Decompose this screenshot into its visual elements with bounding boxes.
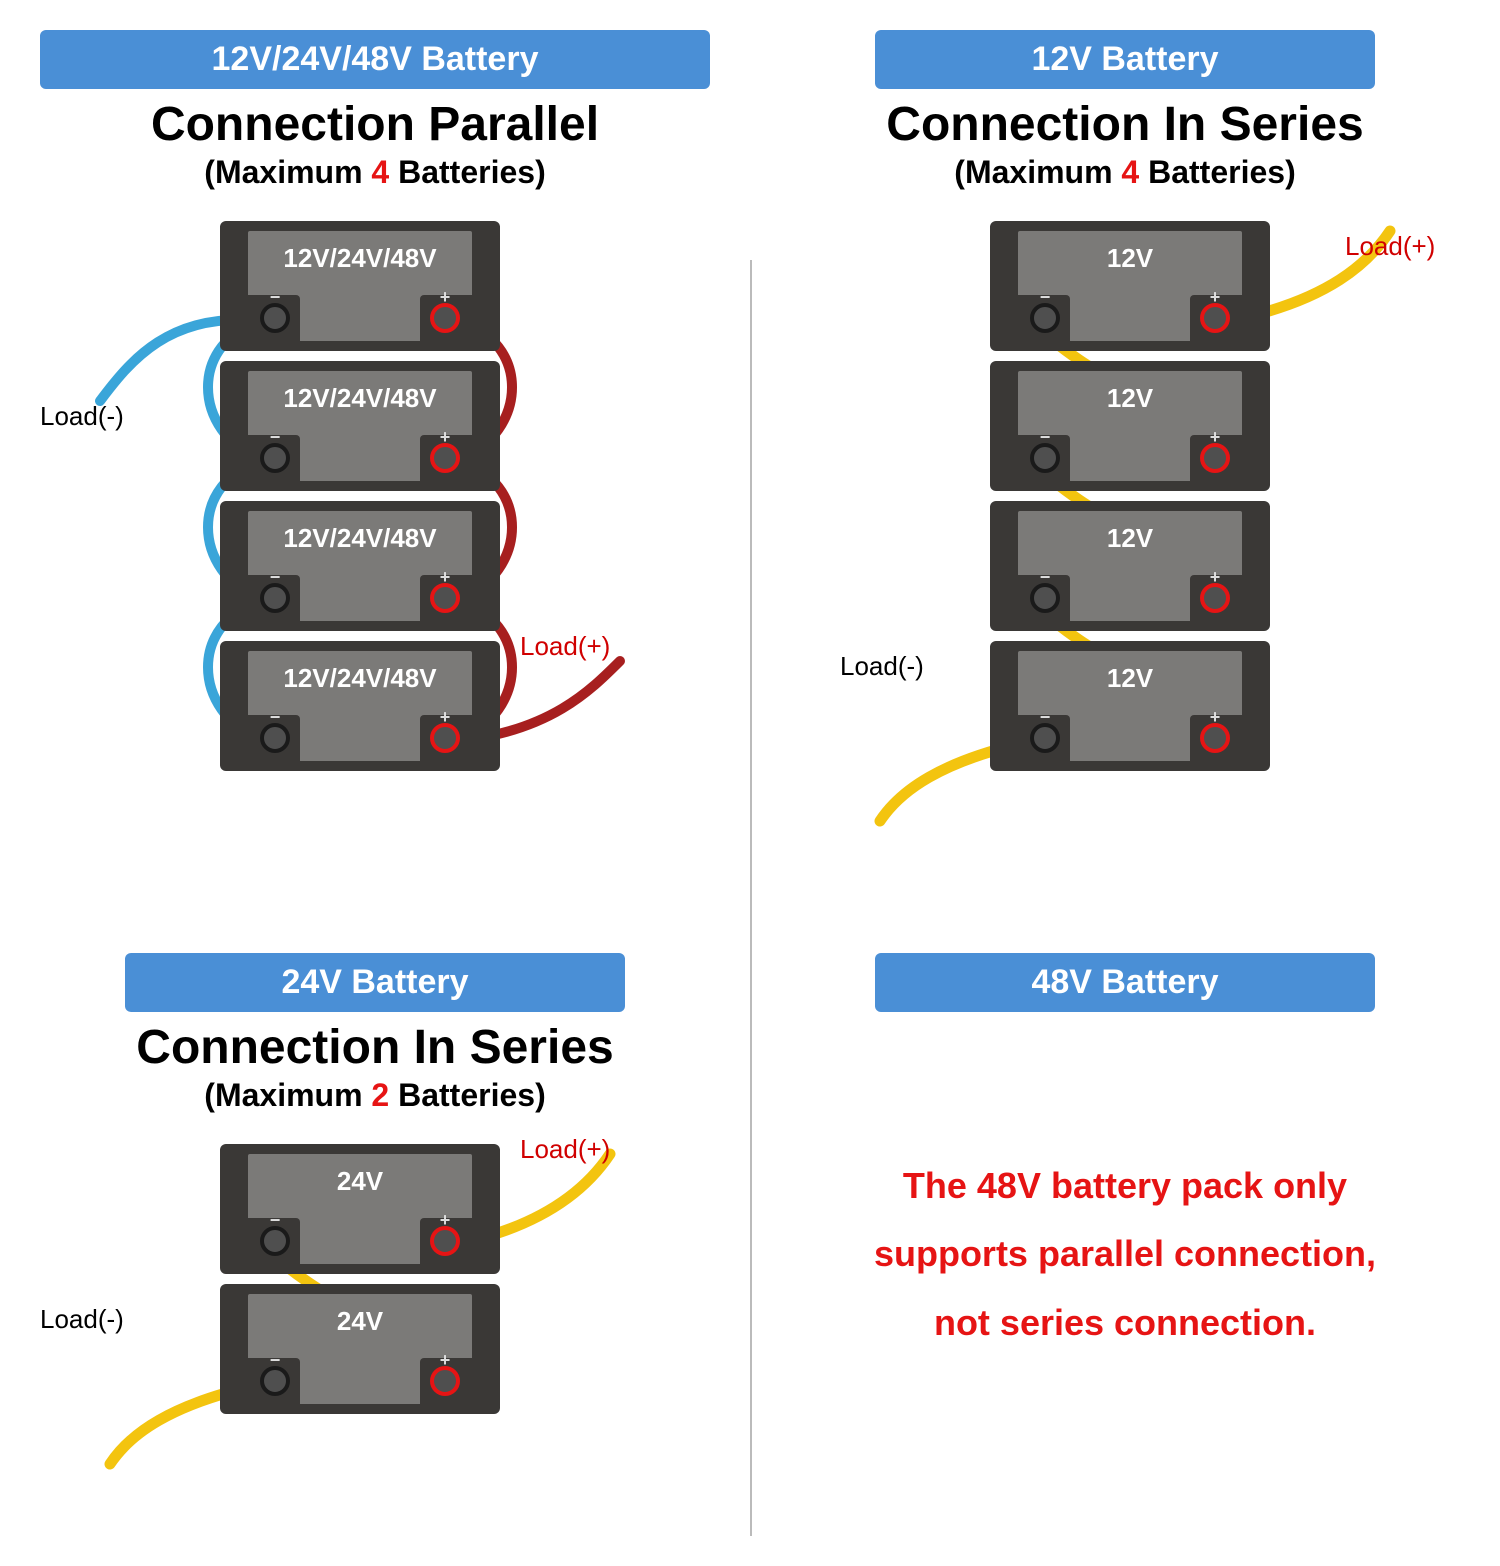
battery-s24-1: 24V − + [220,1144,500,1274]
battery-s12-4: 12V − + [990,641,1270,771]
subtitle-12v-series: (Maximum 4 Batteries) [790,154,1460,191]
battery-label: 12V/24V/48V [220,663,500,694]
load-pos-label: Load(+) [520,1134,610,1165]
battery-label: 12V [990,663,1270,694]
terminal-neg-icon: − [1030,303,1060,333]
terminal-pos-icon: + [430,1226,460,1256]
load-neg-label: Load(-) [40,1304,124,1335]
badge-48v: 48V Battery [875,953,1375,1012]
panel-48v: 48V Battery The 48V battery pack only su… [750,923,1500,1566]
terminal-pos-icon: + [1200,583,1230,613]
battery-s12-3: 12V − + [990,501,1270,631]
note-48v: The 48V battery pack only supports paral… [790,1152,1460,1357]
subtitle-24v-series: (Maximum 2 Batteries) [40,1077,710,1114]
terminal-pos-icon: + [1200,443,1230,473]
terminal-pos-icon: + [430,303,460,333]
terminal-neg-icon: − [260,443,290,473]
battery-label: 24V [220,1166,500,1197]
load-pos-label: Load(+) [520,631,610,662]
battery-label: 12V/24V/48V [220,523,500,554]
terminal-neg-icon: − [260,1226,290,1256]
title-24v-series: Connection In Series [40,1020,710,1075]
terminal-pos-icon: + [430,443,460,473]
terminal-pos-icon: + [1200,303,1230,333]
load-neg-label: Load(-) [840,651,924,682]
terminal-pos-icon: + [430,583,460,613]
battery-label: 12V/24V/48V [220,243,500,274]
terminal-neg-icon: − [260,723,290,753]
subtitle-prefix: (Maximum [204,154,371,190]
diagram-24v-series: 24V − + 24V − + Load(+) Load(-) [40,1124,710,1484]
terminal-neg-icon: − [1030,443,1060,473]
terminal-pos-icon: + [430,1366,460,1396]
battery-s12-2: 12V − + [990,361,1270,491]
title-parallel: Connection Parallel [40,97,710,152]
battery-label: 12V [990,243,1270,274]
subtitle-suffix: Batteries) [389,1077,546,1113]
load-neg-label: Load(-) [40,401,124,432]
panel-parallel: 12V/24V/48V Battery Connection Parallel … [0,0,750,923]
terminal-neg-icon: − [1030,583,1060,613]
battery-label: 12V/24V/48V [220,383,500,414]
terminal-pos-icon: + [1200,723,1230,753]
badge-parallel: 12V/24V/48V Battery [40,30,710,89]
subtitle-suffix: Batteries) [389,154,546,190]
terminal-neg-icon: − [260,303,290,333]
subtitle-parallel: (Maximum 4 Batteries) [40,154,710,191]
note-line3: not series connection. [810,1289,1440,1357]
diagram-parallel: 12V/24V/48V − + 12V/24V/48V − + 12V/24V/… [40,201,710,841]
battery-label: 12V [990,383,1270,414]
load-pos-label: Load(+) [1345,231,1435,262]
subtitle-number: 4 [1121,154,1139,190]
subtitle-suffix: Batteries) [1139,154,1296,190]
panel-24v-series: 24V Battery Connection In Series (Maximu… [0,923,750,1566]
battery-p3: 12V/24V/48V − + [220,501,500,631]
battery-p1: 12V/24V/48V − + [220,221,500,351]
battery-s12-1: 12V − + [990,221,1270,351]
terminal-neg-icon: − [1030,723,1060,753]
battery-p2: 12V/24V/48V − + [220,361,500,491]
battery-p4: 12V/24V/48V − + [220,641,500,771]
subtitle-prefix: (Maximum [954,154,1121,190]
subtitle-prefix: (Maximum [204,1077,371,1113]
note-line2: supports parallel connection, [810,1220,1440,1288]
infographic-grid: 12V/24V/48V Battery Connection Parallel … [0,0,1500,1566]
badge-24v: 24V Battery [125,953,625,1012]
diagram-12v-series: 12V − + 12V − + 12V − + 12V − + [790,201,1460,841]
subtitle-number: 2 [371,1077,389,1113]
battery-s24-2: 24V − + [220,1284,500,1414]
battery-label: 12V [990,523,1270,554]
note-line1: The 48V battery pack only [810,1152,1440,1220]
subtitle-number: 4 [371,154,389,190]
battery-label: 24V [220,1306,500,1337]
panel-12v-series: 12V Battery Connection In Series (Maximu… [750,0,1500,923]
terminal-neg-icon: − [260,1366,290,1396]
terminal-neg-icon: − [260,583,290,613]
terminal-pos-icon: + [430,723,460,753]
title-12v-series: Connection In Series [790,97,1460,152]
badge-12v: 12V Battery [875,30,1375,89]
